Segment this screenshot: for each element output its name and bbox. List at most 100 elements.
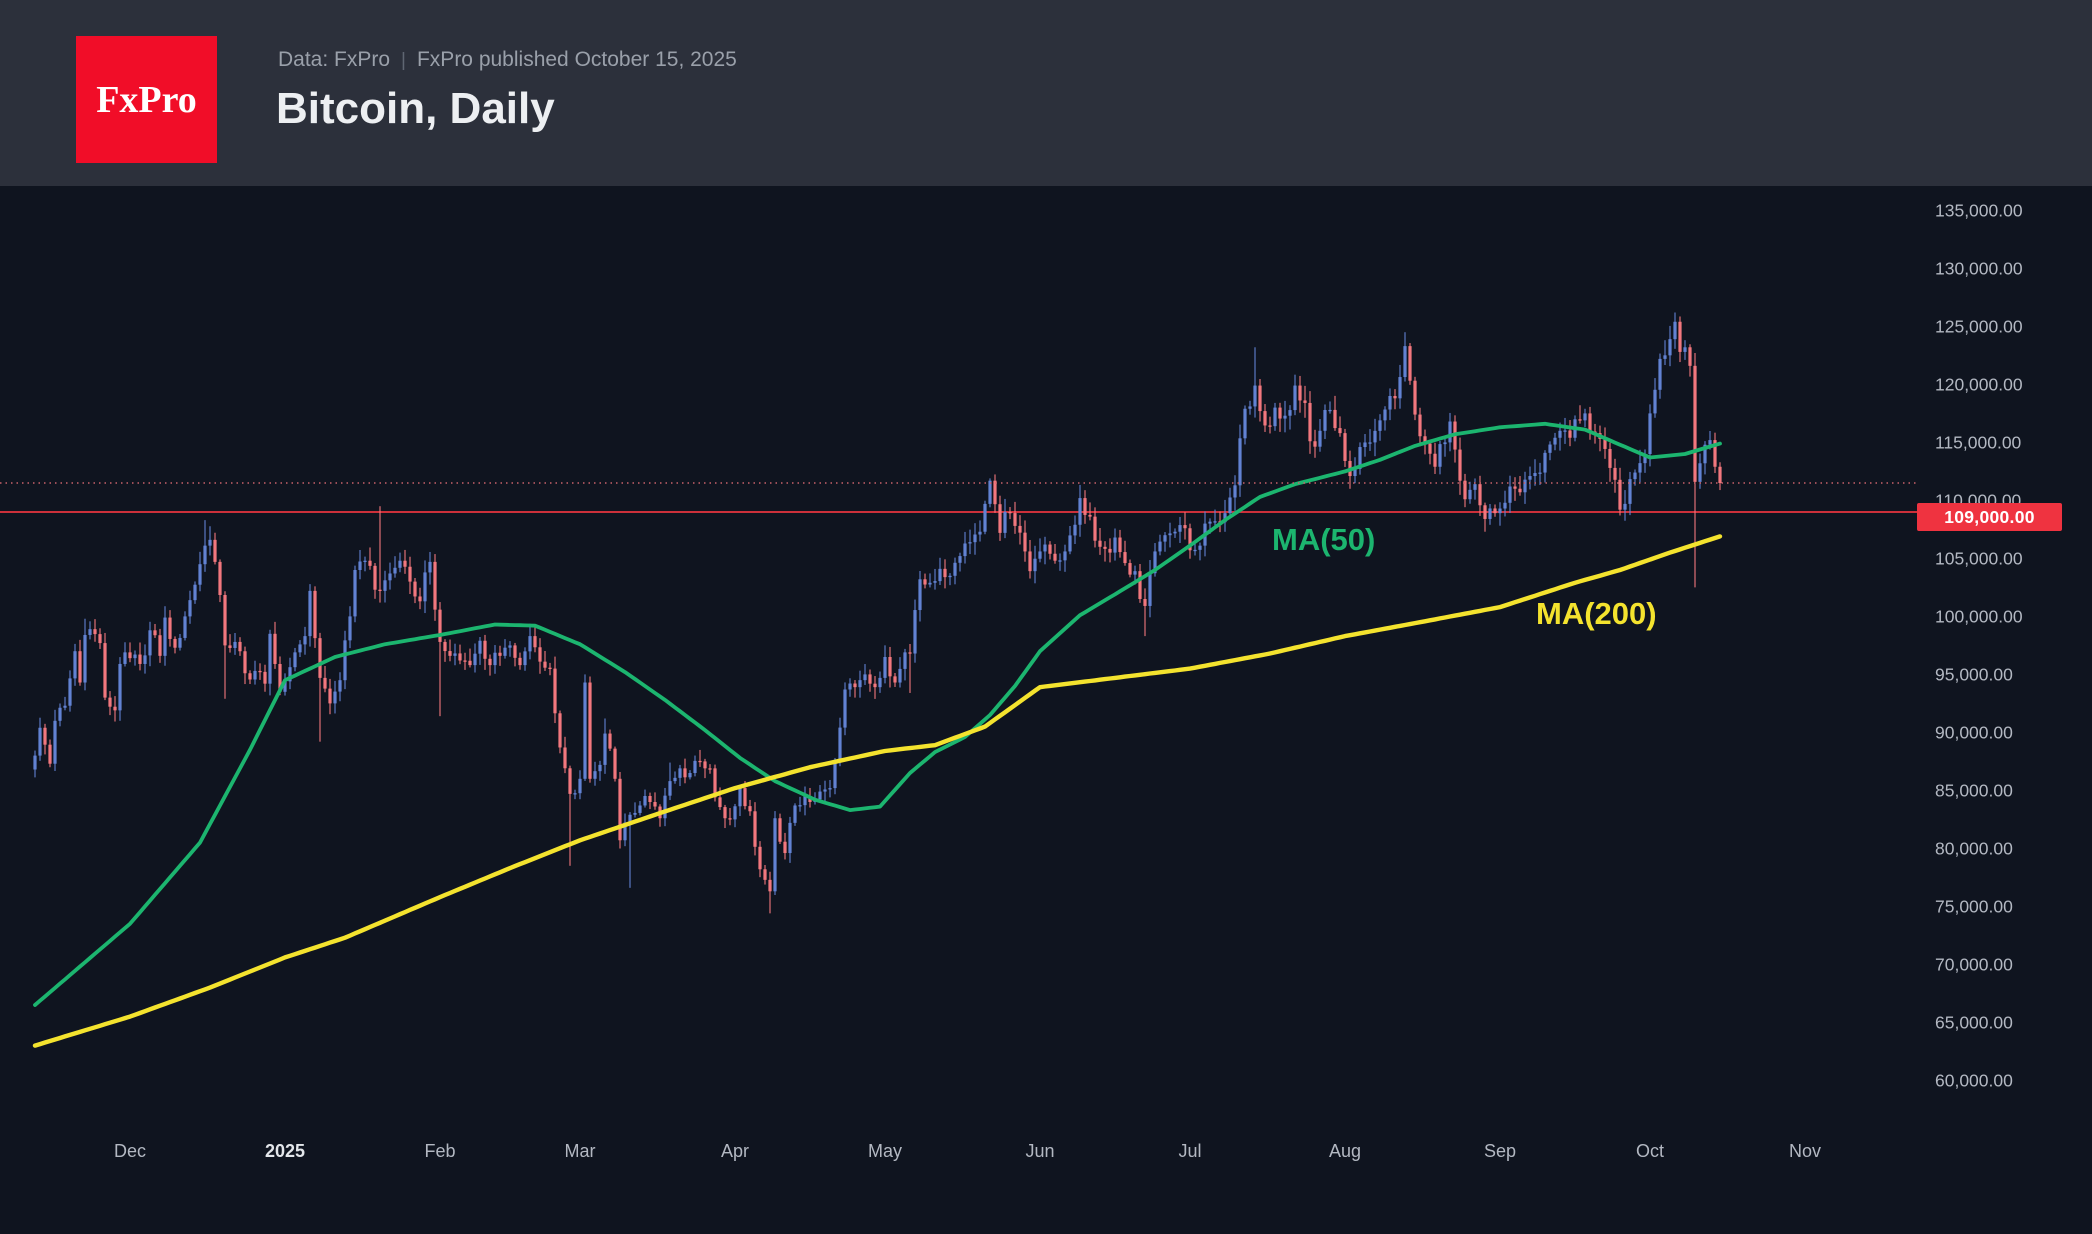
- candle-body: [398, 560, 402, 568]
- candle-body: [758, 846, 762, 870]
- candle-body: [303, 636, 307, 645]
- candle-body: [793, 805, 797, 823]
- candle-body: [1488, 508, 1492, 519]
- candle-body: [978, 531, 982, 535]
- candle-body: [868, 674, 872, 684]
- header-subtitle: Data: FxPro | FxPro published October 15, …: [278, 48, 737, 72]
- price-tick-label: 80,000.00: [1935, 838, 2013, 858]
- candle-body: [1653, 389, 1657, 414]
- ma50-line[interactable]: [33, 421, 1722, 1007]
- candle-body: [1013, 513, 1017, 526]
- candle-body: [1278, 407, 1282, 419]
- time-tick-label: Jun: [1025, 1141, 1054, 1161]
- price-alert-label[interactable]: 109,000.00: [1917, 503, 2062, 531]
- candle-body: [1003, 512, 1007, 533]
- candle-body: [1703, 444, 1707, 464]
- candle-body: [928, 582, 932, 585]
- candle-body: [103, 643, 107, 698]
- price-tick-label: 100,000.00: [1935, 606, 2023, 626]
- candle-body: [843, 689, 847, 728]
- candle-body: [1038, 551, 1042, 559]
- ma50-label: MA(50): [1272, 522, 1376, 557]
- candle-body: [1273, 407, 1277, 427]
- candle-body: [1363, 442, 1367, 448]
- candle-body: [503, 647, 507, 656]
- candle-body: [1333, 409, 1337, 429]
- candle-body: [778, 818, 782, 842]
- candle-body: [1483, 505, 1487, 519]
- candle-body: [348, 616, 352, 641]
- candle-body: [1413, 380, 1417, 415]
- candle-body: [68, 678, 72, 706]
- candle-body: [473, 653, 477, 666]
- candle-body: [903, 652, 907, 669]
- candle-body: [733, 806, 737, 820]
- candle-body: [1378, 420, 1382, 431]
- candle-body: [1138, 571, 1142, 599]
- candle-body: [863, 674, 867, 681]
- candle-body: [988, 480, 992, 504]
- candle-body: [363, 560, 367, 563]
- candle-body: [618, 778, 622, 841]
- candle-body: [1498, 508, 1502, 514]
- candle-body: [108, 697, 112, 707]
- candle-body: [338, 680, 342, 692]
- candle-body: [1578, 419, 1582, 421]
- candle-body: [908, 652, 912, 654]
- candle-body: [683, 768, 687, 778]
- fxpro-logo: FxPro: [76, 36, 217, 163]
- candle-body: [1098, 540, 1102, 547]
- candle-body: [1173, 531, 1177, 534]
- candle-body: [218, 561, 222, 595]
- candle-body: [1208, 521, 1212, 524]
- candle-body: [558, 713, 562, 748]
- candle-body: [33, 755, 37, 770]
- price-axis[interactable]: 135,000.00 130,000.00 125,000.00 120,000.00…: [1935, 200, 2023, 1090]
- candle-body: [1338, 428, 1342, 434]
- time-tick-label: Jul: [1178, 1141, 1201, 1161]
- candle-body: [208, 539, 212, 546]
- candle-body: [118, 663, 122, 711]
- candle-body: [53, 720, 57, 764]
- time-tick-label: Apr: [721, 1141, 749, 1161]
- candle-body: [643, 795, 647, 806]
- candle-body: [78, 651, 82, 683]
- candle-body: [1323, 409, 1327, 431]
- candle-body: [298, 644, 302, 653]
- candle-body: [1423, 436, 1427, 444]
- price-tick-label: 60,000.00: [1935, 1070, 2013, 1090]
- candle-body: [98, 634, 102, 644]
- candle-body: [408, 566, 412, 582]
- candle-body: [1258, 385, 1262, 412]
- candle-body: [818, 791, 822, 800]
- candle-body: [963, 543, 967, 557]
- ma200-line[interactable]: [32, 534, 1723, 1048]
- candle-body: [1373, 430, 1377, 443]
- candle-body: [1193, 549, 1197, 552]
- candle-body: [443, 641, 447, 652]
- candle-body: [428, 561, 432, 573]
- candle-body: [1563, 430, 1567, 432]
- candle-body: [1638, 463, 1642, 473]
- candle-body: [788, 822, 792, 854]
- candle-body: [198, 564, 202, 585]
- candle-body: [838, 727, 842, 762]
- candle-body: [1103, 546, 1107, 549]
- candle-body: [1468, 489, 1472, 500]
- candle-body: [973, 534, 977, 543]
- candle-body: [873, 683, 877, 688]
- candle-body: [823, 789, 827, 792]
- time-tick-label: Feb: [424, 1141, 455, 1161]
- candle-body: [438, 609, 442, 642]
- candle-body: [953, 562, 957, 576]
- candle-body: [1238, 438, 1242, 486]
- candle-body: [1698, 463, 1702, 482]
- candle-body: [468, 660, 472, 666]
- candle-body: [608, 733, 612, 749]
- time-axis[interactable]: Dec 2025 Feb Mar Apr May Jun Jul Aug Sep Oct Nov: [114, 1141, 1821, 1161]
- candle-body: [1313, 441, 1317, 447]
- candle-body: [388, 573, 392, 581]
- candle-body: [1473, 484, 1477, 490]
